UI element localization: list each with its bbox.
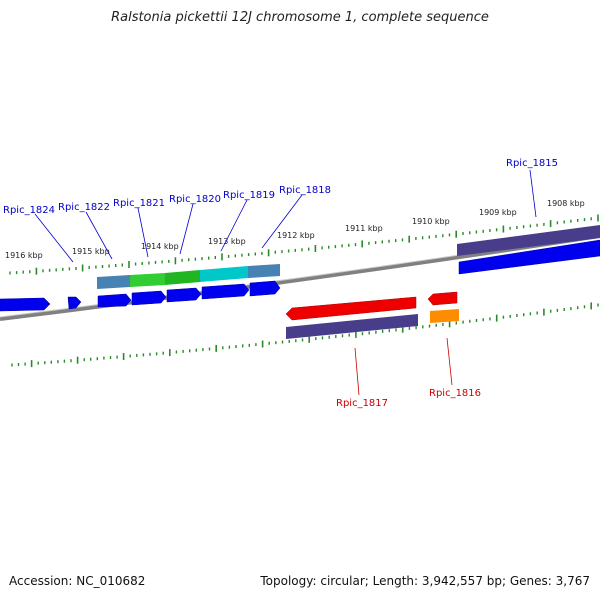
accession-text: Accession: NC_010682 — [9, 574, 146, 588]
gene-arrow[interactable] — [249, 280, 281, 297]
gene-arrow[interactable] — [131, 290, 167, 306]
kbp-label: 1914 kbp — [141, 242, 179, 251]
leader-line — [529, 169, 537, 218]
chromosome-backbone — [0, 234, 600, 321]
gene-arrow[interactable] — [97, 293, 132, 308]
feature-segment-rpic-1816[interactable] — [430, 309, 459, 323]
map-title: Ralstonia pickettii 12J chromosome 1, co… — [111, 10, 489, 25]
gene-arrow-rpic-1817[interactable] — [285, 296, 417, 321]
feature-segment[interactable] — [200, 266, 248, 282]
gene-label[interactable]: Rpic_1819 — [223, 190, 275, 201]
feature-segment[interactable] — [97, 275, 130, 289]
kbp-label: 1915 kbp — [72, 247, 110, 256]
reverse-genes — [285, 291, 459, 339]
leader-line — [446, 337, 453, 386]
leader-line — [179, 203, 194, 255]
leader-line — [34, 213, 74, 263]
kbp-label: 1908 kbp — [547, 199, 585, 208]
kbp-label: 1911 kbp — [345, 224, 383, 233]
gene-label[interactable]: Rpic_1815 — [506, 158, 558, 169]
leader-line — [85, 211, 113, 260]
genome-summary-text: Topology: circular; Length: 3,942,557 bp… — [260, 574, 590, 588]
feature-segment[interactable] — [165, 270, 200, 285]
kbp-label: 1916 kbp — [5, 251, 43, 260]
inner-tick-track — [11, 302, 599, 368]
label-leader-lines — [34, 169, 537, 396]
gene-label[interactable]: Rpic_1821 — [113, 198, 165, 209]
kbp-label: 1910 kbp — [412, 217, 450, 226]
leader-line — [220, 199, 248, 252]
gene-label[interactable]: Rpic_1818 — [279, 185, 331, 196]
gene-label[interactable]: Rpic_1824 — [3, 205, 55, 216]
leader-line — [137, 207, 149, 258]
feature-segment[interactable] — [248, 264, 280, 278]
kbp-label: 1913 kbp — [208, 237, 246, 246]
gene-label[interactable]: Rpic_1822 — [58, 202, 110, 213]
kbp-label: 1912 kbp — [277, 231, 315, 240]
gene-arrow[interactable] — [0, 297, 51, 312]
feature-segment-rpic-1815[interactable] — [457, 225, 600, 256]
gene-label[interactable]: Rpic_1820 — [169, 194, 221, 205]
gene-arrow-rpic-1816[interactable] — [427, 291, 458, 306]
forward-feature-track — [97, 225, 600, 289]
gene-arrow[interactable] — [67, 296, 82, 310]
kbp-label: 1909 kbp — [479, 208, 517, 217]
forward-genes — [0, 239, 600, 312]
gene-arrow-rpic-1815[interactable] — [458, 239, 600, 275]
gene-arrow[interactable] — [201, 283, 250, 300]
leader-line — [261, 194, 303, 249]
outer-tick-track — [9, 214, 599, 275]
feature-segment-rpic-1817[interactable] — [286, 314, 418, 339]
gene-label[interactable]: Rpic_1817 — [336, 398, 388, 409]
gene-arrow[interactable] — [166, 287, 202, 303]
leader-line — [354, 347, 360, 396]
gene-label[interactable]: Rpic_1816 — [429, 388, 481, 399]
feature-segment[interactable] — [130, 273, 165, 287]
